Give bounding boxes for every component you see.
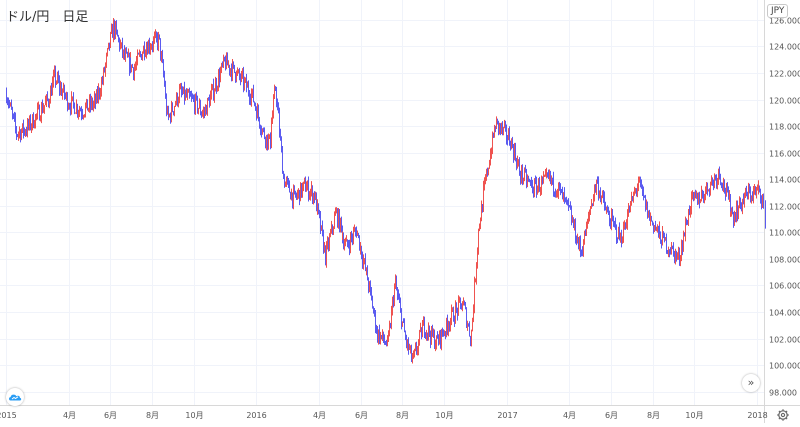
y-tick-label: 104.000 <box>769 309 800 318</box>
x-tick-label: 8月 <box>647 411 660 420</box>
y-tick-label: 106.000 <box>769 282 800 291</box>
y-tick-label: 102.000 <box>769 336 800 345</box>
x-tick-label: 2018 <box>747 411 767 420</box>
y-tick-label: 110.000 <box>769 229 800 238</box>
x-tick-label: 10月 <box>185 411 203 420</box>
settings-gear-icon[interactable] <box>776 407 790 421</box>
y-tick-label: 98.000 <box>769 389 797 398</box>
y-axis-labels: 98.000 100.000 102.000 104.000 106.000 108.00… <box>769 17 800 398</box>
x-tick-label: 8月 <box>396 411 409 420</box>
y-tick-label: 116.000 <box>769 150 800 159</box>
x-tick-label: 6月 <box>104 411 117 420</box>
chart-title: ドル/円 日足 <box>6 10 89 25</box>
x-tick-label: 2015 <box>0 411 17 420</box>
grid <box>0 0 764 405</box>
x-tick-label: 6月 <box>605 411 618 420</box>
scroll-to-latest-icon[interactable]: » <box>742 374 760 392</box>
tradingview-cloud-icon[interactable] <box>6 388 24 406</box>
x-tick-label: 8月 <box>146 411 159 420</box>
x-tick-label: 10月 <box>685 411 703 420</box>
y-tick-label: 124.000 <box>769 43 800 52</box>
y-tick-label: 126.000 <box>769 17 800 26</box>
x-tick-label: 6月 <box>355 411 368 420</box>
currency-badge[interactable]: JPY <box>767 4 789 18</box>
x-tick-label: 4月 <box>313 411 326 420</box>
y-tick-label: 108.000 <box>769 256 800 265</box>
y-tick-label: 120.000 <box>769 97 800 106</box>
x-tick-label: 4月 <box>563 411 576 420</box>
y-tick-label: 118.000 <box>769 123 800 132</box>
y-tick-label: 100.000 <box>769 362 800 371</box>
x-tick-label: 2017 <box>497 411 517 420</box>
x-axis-labels: 2015 4月 6月 8月 10月 2016 4月 6月 8月 10月 2017 4月 6月 8月 10月 2… <box>0 411 768 420</box>
y-tick-label: 122.000 <box>769 70 800 79</box>
x-tick-label: 10月 <box>435 411 453 420</box>
y-tick-label: 112.000 <box>769 203 800 212</box>
candles <box>6 17 766 364</box>
x-tick-label: 2016 <box>246 411 266 420</box>
y-tick-label: 114.000 <box>769 176 800 185</box>
x-tick-label: 4月 <box>63 411 76 420</box>
